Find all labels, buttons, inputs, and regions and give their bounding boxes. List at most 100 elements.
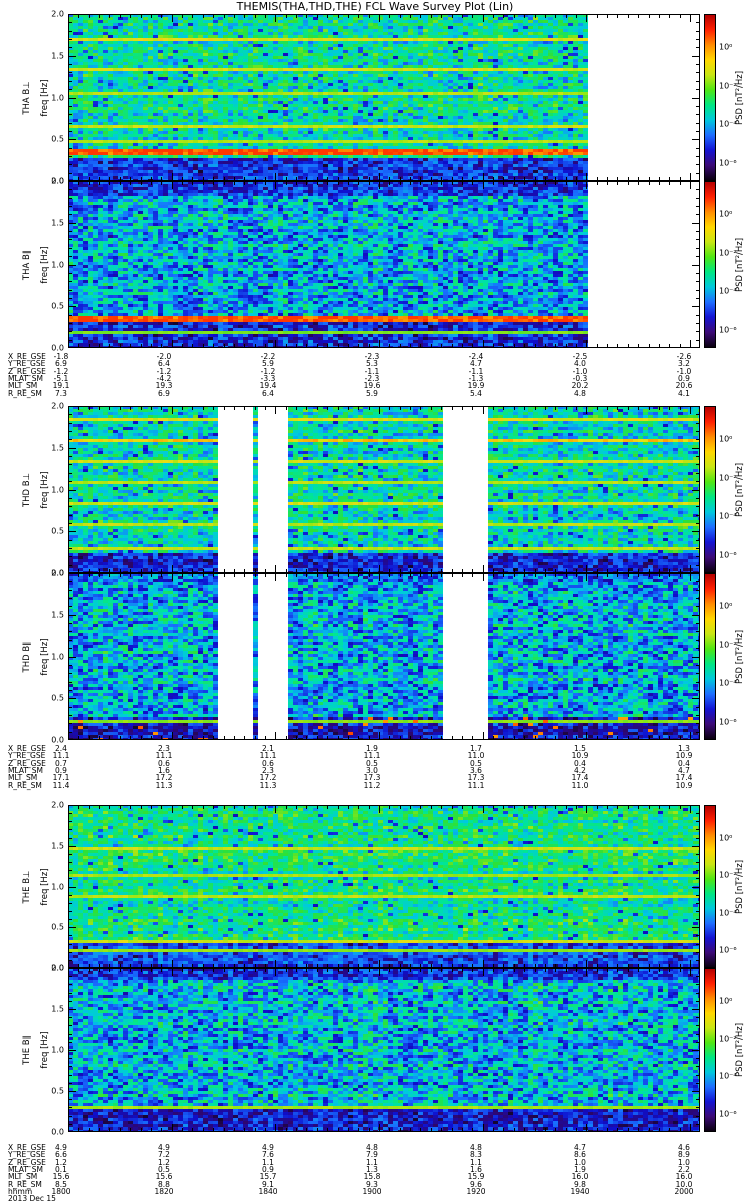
ephemeris-value: 1.9 [574,1164,586,1174]
ephemeris-value: 4.7 [470,359,482,369]
freq-tick-label: 1.5 [51,51,64,61]
ephemeris-value: -2.4 [468,352,484,361]
ephemeris-value: 2.1 [262,744,274,753]
freq-tick-label: 1.0 [51,485,64,494]
ephemeris-value: 11.4 [52,780,70,790]
colorbar-axis-label-tha-bperp: PSD [nT²/Hz] [735,70,745,125]
ephemeris-value: 0.9 [262,1164,274,1174]
ephemeris-value: 1.1 [470,1157,482,1167]
ephemeris-value: 15.9 [467,1172,485,1182]
ephemeris-value: 6.9 [158,388,170,398]
ephemeris-value: -2.6 [676,352,692,361]
freq-tick-label: 0.0 [51,735,64,745]
ephemeris-value: 15.6 [155,1172,173,1182]
ephemeris-value: 4.8 [366,1143,378,1152]
ephemeris-value: 11.0 [467,751,485,761]
freq-tick-label: 0.0 [51,568,64,578]
ephemeris-value: 1.6 [470,1164,482,1174]
colorbar-tick-label: 10⁰ [719,833,733,843]
freq-tick-label: 1.0 [51,93,64,102]
colorbar-tick-label: 10⁰ [719,42,733,52]
ephemeris-row-label: Z_RE_GSE [8,1157,46,1167]
colorbar-tick-label: 10⁰ [719,209,733,219]
ephemeris-value: 7.3 [55,388,67,398]
colorbar-tick-label: 10⁻² [719,640,737,650]
ephemeris-value: 4.2 [574,765,586,775]
spectrogram-tha-bpar [68,181,700,348]
ephemeris-value: -1.2 [260,366,276,376]
colorbar-the-bperp [704,805,716,968]
ephemeris-value: 10.9 [675,780,693,790]
colorbar-tha-bpar [704,181,716,348]
colorbar-tick-label: 10⁻² [719,248,737,258]
ephemeris-value: 11.1 [467,780,485,790]
colorbar-tick-label: 10⁻⁶ [719,945,737,955]
ephemeris-value: 17.4 [571,773,589,783]
ephemeris-row-label: MLT_SM [8,381,38,391]
ephemeris-value: 3.6 [470,765,482,775]
ephemeris-value: 1.2 [55,1157,67,1167]
ephemeris-row-label: R_RE_SM [8,1179,42,1189]
ephemeris-value: -2.3 [364,373,380,383]
ephemeris-value: 15.6 [52,1172,70,1182]
colorbar-tick-label: 10⁻⁴ [719,511,737,521]
ephemeris-value: 1.7 [470,744,482,753]
ephemeris-row-label: Z_RE_GSE [8,366,46,376]
freq-tick-label: 2.0 [51,800,64,810]
ephemeris-value: -5.1 [53,373,69,383]
colorbar-the-bpar [704,968,716,1132]
figure-title: THEMIS(THA,THD,THE) FCL Wave Survey Plot… [236,0,514,13]
ephemeris-value: 11.2 [363,780,381,790]
date-label: 2013 Dec 15 [8,1194,56,1203]
ephemeris-value: 11.0 [571,780,589,790]
ephemeris-value: 19.3 [155,381,173,391]
ephemeris-value: 9.6 [470,1179,482,1189]
colorbar-tick-label: 10⁻⁴ [719,286,737,296]
ephemeris-value: 16.0 [675,1172,693,1182]
spectrogram-thd-bpar [68,573,700,740]
colorbar-axis-label-thd-bpar: PSD [nT²/Hz] [735,629,745,684]
ephemeris-value: 17.1 [52,773,70,783]
ephemeris-value: 15.7 [259,1172,277,1182]
ephemeris-value: -1.1 [468,366,484,376]
ephemeris-value: 8.9 [678,1150,690,1160]
ephemeris-value: 9.8 [574,1179,586,1189]
ephemeris-value: 4.8 [574,388,586,398]
colorbar-tick-label: 10⁻⁶ [719,1109,737,1119]
ephemeris-value: 1.3 [366,1164,378,1174]
colorbar-axis-label-the-bperp: PSD [nT²/Hz] [735,859,745,914]
colorbar-tick-label: 10⁻⁴ [719,908,737,918]
ephemeris-row-label: X_RE_GSE [8,352,46,361]
colorbar-tick-label: 10⁻⁶ [719,717,737,727]
ephemeris-row-label: MLT_SM [8,773,38,783]
freq-tick-label: 2.0 [51,176,64,186]
freq-tick-label: 0.5 [51,134,64,144]
ephemeris-value: 0.9 [55,765,67,775]
ephemeris-value: 19.1 [52,381,70,391]
time-tick-label: 1800 [51,1186,71,1196]
ephemeris-value: 1.2 [158,1157,170,1167]
ephemeris-value: 7.6 [262,1150,274,1160]
colorbar-tick-label: 10⁻² [719,1034,737,1044]
colorbar-tick-label: 10⁻² [719,473,737,483]
ephemeris-row-label: Y_RE_GSE [8,751,46,761]
panel-label-tha-bperp: THA B⊥ [22,80,32,115]
ephemeris-value: 17.2 [155,773,173,783]
ephemeris-value: 1.1 [262,1157,274,1167]
ephemeris-value: 0.6 [158,758,170,768]
panel-label-thd-bpar: THD B∥ [22,641,32,672]
ephemeris-value: 19.6 [363,381,381,391]
ephemeris-value: 17.4 [675,773,693,783]
colorbar-tick-label: 10⁰ [719,601,733,611]
ephemeris-value: 17.3 [467,773,485,783]
freq-tick-label: 2.0 [51,9,64,19]
colorbar-thd-bperp [704,406,716,573]
spectrogram-the-bperp [68,805,700,968]
freq-tick-label: 1.5 [51,610,64,620]
ephemeris-value: 4.9 [55,1143,67,1152]
ephemeris-value: 4.8 [470,1143,482,1152]
colorbar-tick-label: 10⁰ [719,996,733,1006]
freq-tick-label: 0.0 [51,176,64,186]
ephemeris-value: 5.4 [470,388,482,398]
freq-tick-label: 0.5 [51,526,64,536]
